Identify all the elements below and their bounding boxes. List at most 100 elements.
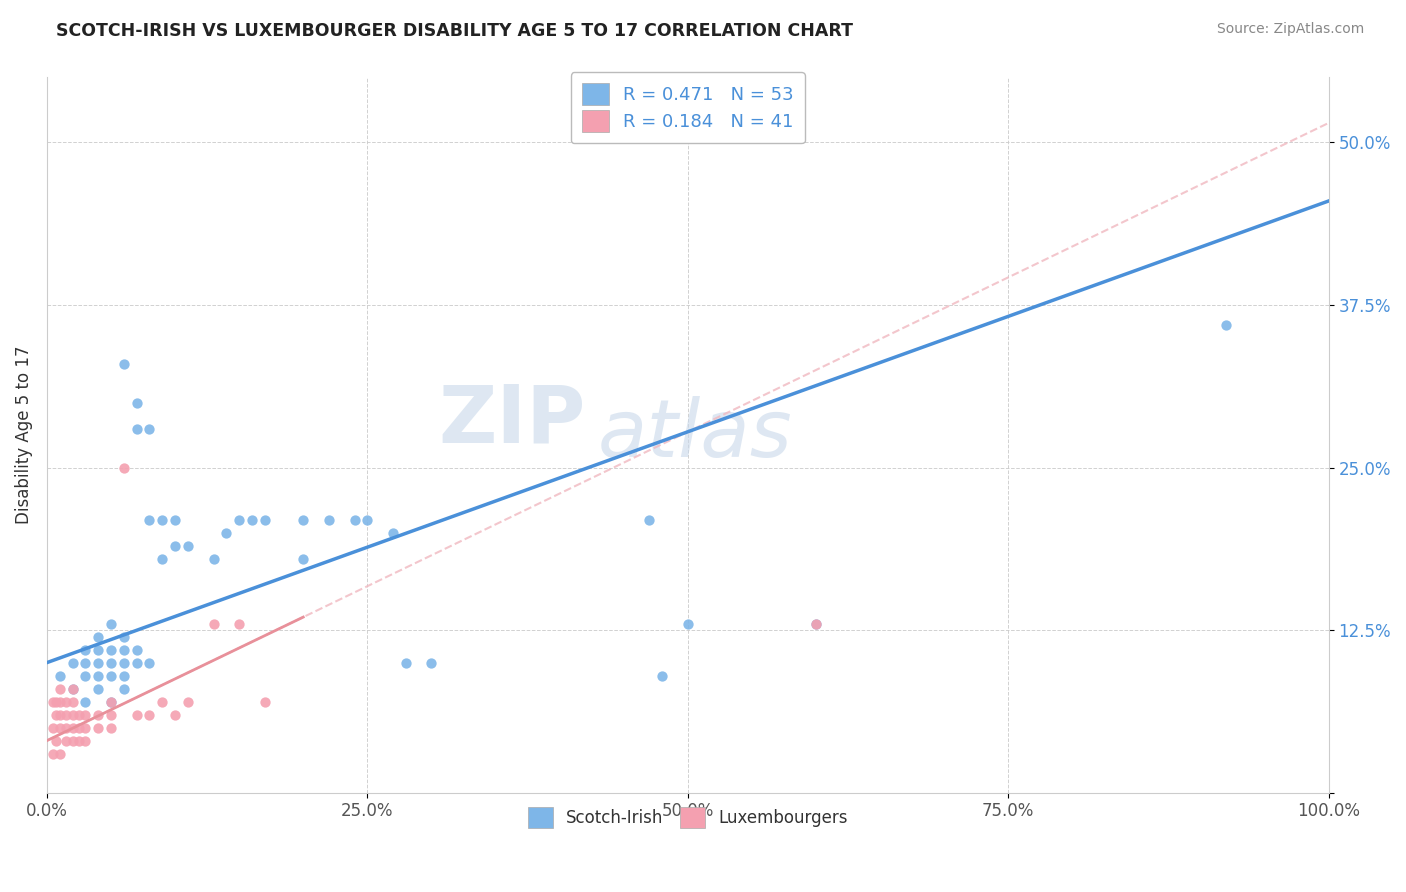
Point [381,525,404,540]
Point [202,616,225,631]
Point [318,512,340,526]
Point [45,707,67,722]
Point [67,721,90,735]
Point [75,642,97,657]
Point [100,668,122,682]
Point [676,616,699,631]
Point [75,733,97,747]
Point [100,656,122,670]
Point [343,512,366,526]
Text: Source: ZipAtlas.com: Source: ZipAtlas.com [1216,22,1364,37]
Point [42,695,65,709]
Point [42,747,65,761]
Point [87,656,110,670]
Point [804,616,827,631]
Point [150,695,173,709]
Point [165,707,187,722]
Text: ZIP: ZIP [439,382,585,459]
Point [100,707,122,722]
Point [62,721,84,735]
Point [215,525,238,540]
Point [112,656,135,670]
Point [125,421,148,435]
Point [87,681,110,696]
Y-axis label: Disability Age 5 to 17: Disability Age 5 to 17 [15,346,32,524]
Point [48,747,70,761]
Point [75,695,97,709]
Point [1215,318,1237,332]
Point [45,695,67,709]
Point [45,733,67,747]
Point [87,707,110,722]
Point [87,630,110,644]
Text: atlas: atlas [598,396,793,474]
Point [55,721,77,735]
Point [75,656,97,670]
Point [100,616,122,631]
Point [150,551,173,566]
Point [55,733,77,747]
Point [177,539,200,553]
Point [253,512,276,526]
Point [100,642,122,657]
Point [125,707,148,722]
Point [112,460,135,475]
Point [87,721,110,735]
Point [112,642,135,657]
Point [75,668,97,682]
Point [228,512,250,526]
Point [112,357,135,371]
Point [100,695,122,709]
Point [165,539,187,553]
Point [638,512,661,526]
Point [240,512,263,526]
Point [165,512,187,526]
Point [202,551,225,566]
Point [292,512,315,526]
Legend: Scotch-Irish, Luxembourgers: Scotch-Irish, Luxembourgers [522,801,855,834]
Point [125,395,148,409]
Point [62,656,84,670]
Point [150,512,173,526]
Point [420,656,443,670]
Point [228,616,250,631]
Point [67,707,90,722]
Point [125,642,148,657]
Point [100,721,122,735]
Point [67,733,90,747]
Point [112,681,135,696]
Point [62,733,84,747]
Point [138,656,160,670]
Point [356,512,378,526]
Point [62,681,84,696]
Point [55,695,77,709]
Point [112,630,135,644]
Point [62,707,84,722]
Point [42,721,65,735]
Point [138,707,160,722]
Point [292,551,315,566]
Point [804,616,827,631]
Point [55,707,77,722]
Point [177,695,200,709]
Point [48,707,70,722]
Point [62,695,84,709]
Point [112,668,135,682]
Point [48,721,70,735]
Point [651,668,673,682]
Point [48,668,70,682]
Point [395,656,418,670]
Point [138,421,160,435]
Point [62,681,84,696]
Point [253,695,276,709]
Text: SCOTCH-IRISH VS LUXEMBOURGER DISABILITY AGE 5 TO 17 CORRELATION CHART: SCOTCH-IRISH VS LUXEMBOURGER DISABILITY … [56,22,853,40]
Point [87,642,110,657]
Point [48,681,70,696]
Point [75,707,97,722]
Point [75,721,97,735]
Point [48,695,70,709]
Point [138,512,160,526]
Point [87,668,110,682]
Point [125,656,148,670]
Point [100,695,122,709]
